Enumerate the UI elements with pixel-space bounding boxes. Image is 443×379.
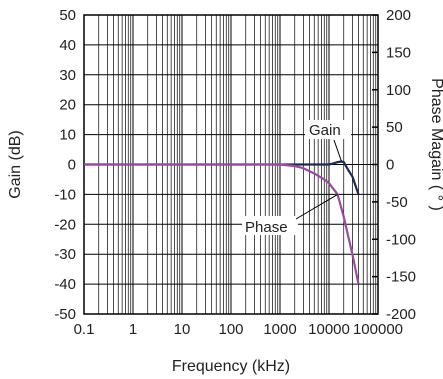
- y-axis-left: 50 40 30 20 10 0 -10 -20 -30 -40 -50: [54, 7, 76, 323]
- x-tick-label: 0.1: [74, 321, 95, 338]
- y-right-tick-label: -50: [386, 194, 408, 211]
- phase-leader-line: [295, 193, 338, 220]
- x-tick-label: 1: [129, 321, 137, 338]
- x-tick-label: 100: [218, 321, 243, 338]
- y-left-tick-label: -30: [54, 246, 76, 263]
- y-left-tick-label: 0: [68, 157, 76, 174]
- y-right-tick-label: 100: [386, 82, 411, 99]
- y-right-tick-label: 0: [386, 157, 394, 174]
- y-left-tick-label: -50: [54, 306, 76, 323]
- y-left-tick-label: 30: [59, 67, 76, 84]
- x-axis: 0.1 1 10 100 1000 10000 100000: [74, 321, 403, 338]
- phase-annotation: Phase: [245, 219, 288, 236]
- y-left-tick-label: -10: [54, 186, 76, 203]
- x-tick-label: 10000: [308, 321, 350, 338]
- y-right-tick-label: -150: [386, 269, 416, 286]
- gain-leader-line: [333, 139, 342, 162]
- annotation-layer: Gain Phase: [242, 120, 351, 236]
- x-tick-label: 100000: [353, 321, 403, 338]
- x-axis-label: Frequency (kHz): [172, 358, 290, 375]
- y-left-tick-label: -20: [54, 216, 76, 233]
- series-line-gain: [84, 160, 360, 195]
- x-tick-label: 1000: [263, 321, 296, 338]
- y-right-tick-label: -200: [386, 306, 416, 323]
- y-left-tick-label: 20: [59, 97, 76, 114]
- y-right-tick-label: 150: [386, 44, 411, 61]
- phase-label-background: [242, 216, 298, 235]
- y-right-tick-label: 50: [386, 119, 403, 136]
- gain-label-background: [305, 120, 351, 139]
- y-left-tick-label: 10: [59, 127, 76, 144]
- y-axis-left-label: Gain (dB): [7, 130, 24, 198]
- series-line-phase: [84, 163, 360, 285]
- y-right-tick-label: -100: [386, 231, 416, 248]
- y-left-tick-label: -40: [54, 276, 76, 293]
- x-tick-label: 10: [174, 321, 191, 338]
- y-axis-right: 200 150 100 50 0 -50 -100 -150 -200: [372, 7, 416, 323]
- gain-annotation: Gain: [309, 122, 341, 139]
- y-left-tick-label: 50: [59, 7, 76, 24]
- y-left-tick-label: 40: [59, 37, 76, 54]
- y-right-tick-label: 200: [386, 7, 411, 24]
- y-axis-right-label: Phase Magain ( ° ): [428, 78, 443, 211]
- series-layer: [84, 160, 360, 285]
